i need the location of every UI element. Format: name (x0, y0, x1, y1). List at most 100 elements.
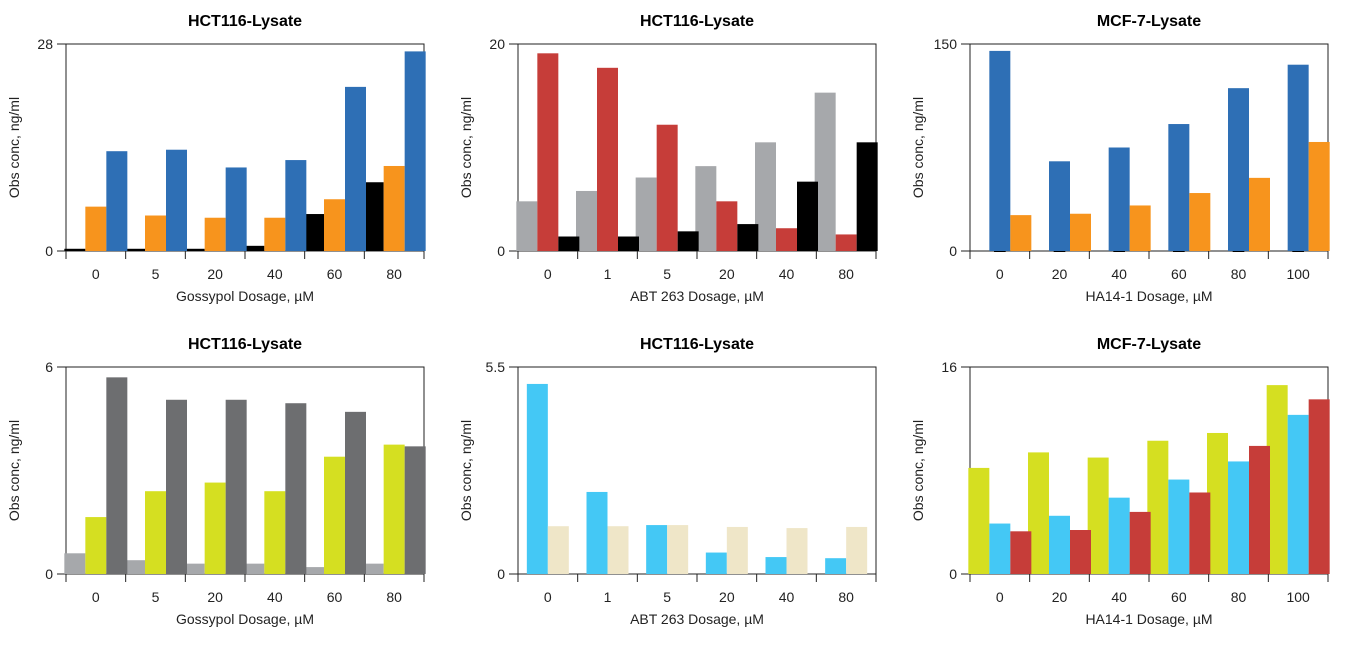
x-tick-label: 80 (838, 589, 854, 605)
chart-svg-6: MCF-7-Lysate 0 16 0 20 40 60 80 100 HA14-1 Dosage… (910, 336, 1330, 627)
x-tick-label: 20 (207, 589, 223, 605)
x-tick-label: 20 (207, 266, 223, 282)
x-axis-label: Gossypol Dosage, µM (176, 288, 314, 304)
bar (204, 217, 226, 251)
chart-svg-5: HCT116-Lysate 0 5.5 0 1 5 20 40 80 ABT 263 Dosage… (458, 336, 877, 627)
chart-panel-1: HCT116-Lysate 0 28 0 5 20 40 60 80 Gossypol Dosag… (0, 0, 452, 323)
bar (1249, 177, 1270, 251)
bar (835, 234, 857, 251)
x-tick-label: 60 (1171, 266, 1187, 282)
bar (1010, 215, 1032, 251)
x-tick-label: 5 (152, 266, 160, 282)
x-tick-label: 0 (996, 266, 1004, 282)
y-tick-label: 28 (37, 36, 53, 52)
bar (667, 525, 689, 574)
bar (303, 214, 324, 251)
x-tick-label: 0 (92, 266, 100, 282)
bar (526, 383, 548, 574)
x-tick-label: 20 (719, 589, 735, 605)
bar (656, 124, 678, 251)
bar (183, 563, 205, 574)
bar (243, 563, 265, 574)
bar (1266, 385, 1288, 574)
bar (362, 182, 384, 251)
x-tick-label: 1 (604, 589, 612, 605)
x-tick-label: 40 (779, 266, 795, 282)
y-tick-label: 0 (45, 243, 53, 259)
x-axis-label: ABT 263 Dosage, µM (630, 611, 764, 627)
chart-panel-3: MCF-7-Lysate 0 150 0 20 40 60 80 100 HA14-1 Dosag… (904, 0, 1356, 323)
chart-title: HCT116-Lysate (640, 336, 754, 353)
x-tick-label: 0 (996, 589, 1004, 605)
y-tick-label: 0 (949, 566, 957, 582)
bar (345, 86, 366, 251)
bar (383, 444, 405, 574)
bar (576, 190, 597, 251)
y-tick-label: 5.5 (486, 359, 506, 375)
x-tick-label: 60 (1171, 589, 1187, 605)
bar (516, 201, 538, 251)
x-tick-label: 100 (1286, 266, 1310, 282)
x-tick-label: 0 (544, 266, 552, 282)
bar (264, 491, 286, 574)
chart-svg-2: HCT116-Lysate 0 20 0 1 5 20 40 80 ABT 263 Dosage,… (458, 13, 878, 304)
bar (85, 206, 107, 251)
bar (64, 248, 86, 251)
bar (1028, 452, 1049, 574)
x-tick-label: 0 (544, 589, 552, 605)
y-axis-label: Obs conc, ng/ml (458, 420, 474, 521)
bar (166, 399, 187, 574)
y-tick-label: 0 (949, 243, 957, 259)
x-axis-label: Gossypol Dosage, µM (176, 611, 314, 627)
chart-title: HCT116-Lysate (188, 336, 302, 353)
bar (124, 560, 145, 574)
bar (786, 528, 808, 574)
bar (797, 181, 818, 251)
x-tick-label: 60 (327, 589, 343, 605)
bar (537, 53, 559, 251)
bar (618, 236, 639, 251)
bar (1147, 440, 1169, 574)
bar (1129, 205, 1151, 251)
bar (145, 215, 166, 251)
bar (586, 491, 608, 574)
bar (705, 552, 727, 574)
x-tick-label: 20 (1052, 589, 1068, 605)
bar (204, 482, 226, 574)
bar (814, 92, 836, 252)
y-axis-label: Obs conc, ng/ml (6, 420, 22, 521)
x-tick-label: 40 (1111, 266, 1127, 282)
y-tick-label: 0 (497, 566, 505, 582)
bar (1189, 193, 1211, 251)
chart-title: HCT116-Lysate (640, 13, 754, 30)
y-tick-label: 0 (497, 243, 505, 259)
bar (404, 51, 426, 252)
bar (1189, 492, 1211, 574)
chart-svg-1: HCT116-Lysate 0 28 0 5 20 40 60 80 Gossypol Dosag… (6, 13, 426, 304)
bar (1207, 432, 1228, 574)
plot-frame (517, 366, 877, 575)
x-tick-label: 80 (1231, 266, 1247, 282)
x-tick-label: 1 (604, 266, 612, 282)
chart-panel-4: HCT116-Lysate 0 6 0 5 20 40 60 80 Gossypol Dosage… (0, 323, 452, 646)
bar (635, 177, 657, 251)
bar (183, 248, 205, 251)
x-tick-label: 80 (1231, 589, 1247, 605)
x-tick-label: 40 (267, 589, 283, 605)
bar (765, 557, 787, 574)
bar (166, 149, 187, 251)
chart-title: MCF-7-Lysate (1097, 13, 1201, 30)
y-tick-label: 150 (934, 36, 958, 52)
bar (846, 526, 868, 574)
bar (825, 558, 847, 574)
bar (324, 199, 345, 251)
x-tick-label: 100 (1286, 589, 1310, 605)
x-tick-label: 20 (1052, 266, 1068, 282)
x-tick-label: 80 (386, 266, 402, 282)
x-tick-label: 5 (663, 266, 671, 282)
bar (558, 236, 580, 251)
bar (597, 67, 618, 252)
bar (726, 526, 748, 574)
x-axis-label: HA14-1 Dosage, µM (1085, 288, 1212, 304)
